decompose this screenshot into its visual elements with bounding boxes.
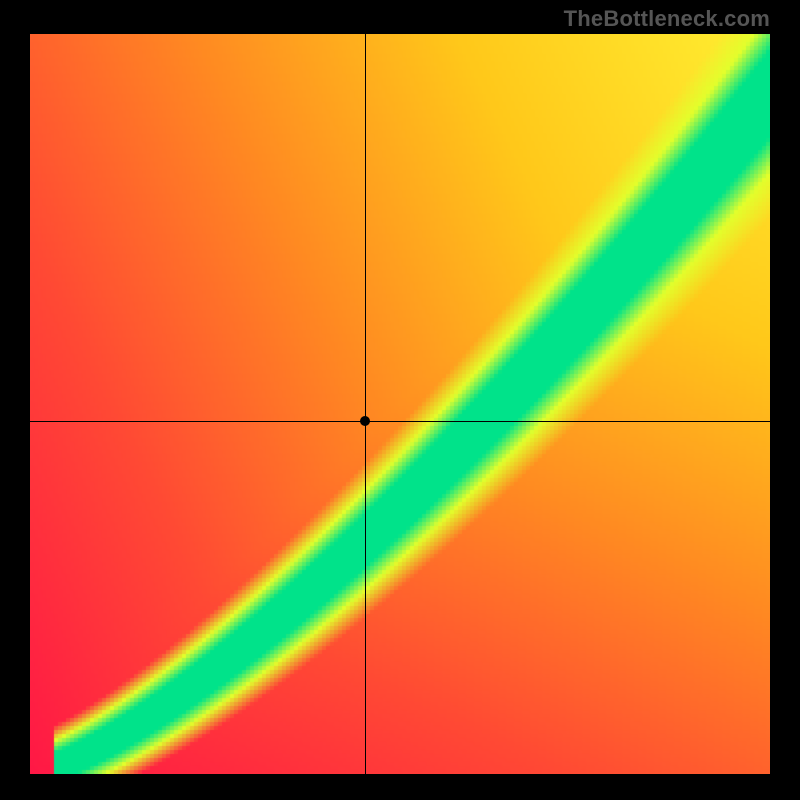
crosshair-horizontal — [30, 421, 770, 422]
crosshair-vertical — [365, 34, 366, 774]
heatmap-canvas — [30, 34, 770, 774]
heatmap-plot — [30, 34, 770, 774]
chart-frame: TheBottleneck.com — [0, 0, 800, 800]
watermark-text: TheBottleneck.com — [564, 6, 770, 32]
selected-point-marker — [360, 416, 370, 426]
